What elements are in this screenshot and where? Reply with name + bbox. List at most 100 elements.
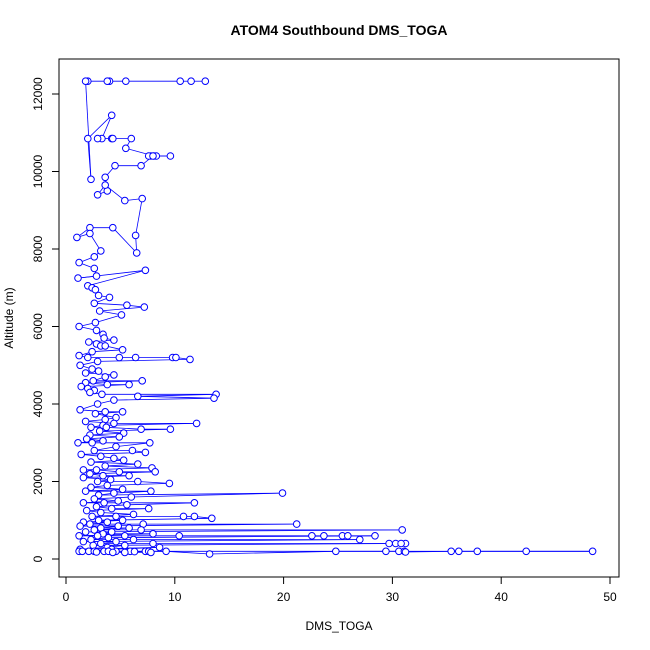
x-tick-label: 30: [386, 590, 400, 604]
data-point: [92, 272, 101, 280]
y-tick-label: 4000: [31, 390, 45, 417]
data-point: [134, 460, 142, 468]
data-point: [76, 522, 84, 530]
series-line-segment: [94, 302, 127, 306]
data-point: [401, 548, 410, 556]
series-line-segment: [94, 496, 132, 500]
data-point: [92, 502, 101, 511]
data-point: [162, 547, 170, 556]
data-point: [131, 353, 140, 362]
data-point: [106, 475, 115, 484]
data-point: [101, 342, 109, 350]
series-line-segment: [137, 393, 217, 397]
data-point: [127, 134, 136, 143]
series-line-segment: [96, 469, 120, 473]
data-point: [147, 548, 155, 557]
data-point: [118, 485, 127, 494]
data-point: [447, 547, 456, 556]
data-point: [88, 512, 96, 521]
data-point: [128, 446, 137, 455]
data-point: [81, 417, 90, 426]
data-point: [292, 520, 301, 528]
series-line-segment: [85, 421, 114, 424]
data-point: [123, 501, 131, 509]
data-point: [176, 77, 184, 85]
data-point: [91, 285, 100, 294]
series-line-segment: [88, 339, 114, 343]
data-point: [89, 377, 97, 385]
data-point: [278, 489, 287, 497]
data-point: [137, 161, 145, 170]
data-point: [114, 497, 122, 505]
data-point: [115, 353, 124, 362]
series-line-segment: [115, 442, 150, 447]
data-point: [121, 196, 129, 205]
data-point: [137, 425, 145, 434]
data-point: [75, 322, 83, 331]
data-point: [149, 539, 157, 548]
data-point: [385, 539, 393, 548]
series-line-segment: [106, 426, 142, 430]
data-point: [75, 532, 83, 540]
data-point: [138, 194, 146, 203]
data-point: [101, 408, 109, 416]
data-point: [84, 353, 92, 362]
data-point: [210, 394, 218, 403]
data-point: [76, 406, 84, 414]
data-point: [155, 543, 164, 552]
data-point: [588, 547, 597, 556]
series-line-segment: [166, 550, 210, 555]
data-point: [95, 427, 104, 435]
data-point: [97, 247, 105, 255]
data-point: [122, 144, 130, 153]
data-point: [110, 419, 118, 428]
data-point: [190, 499, 199, 507]
data-point: [186, 355, 194, 364]
data-point: [455, 547, 463, 556]
data-point: [97, 508, 105, 517]
data-point: [81, 369, 90, 377]
data-point: [105, 293, 114, 302]
data-point: [88, 439, 96, 447]
data-point: [75, 258, 83, 267]
data-point: [101, 181, 109, 189]
data-point: [78, 547, 87, 556]
data-point: [134, 392, 142, 401]
data-point: [201, 77, 210, 85]
data-point: [382, 547, 390, 556]
data-point: [103, 481, 112, 490]
data-point: [151, 468, 159, 476]
data-point: [79, 473, 88, 482]
data-point: [90, 526, 99, 534]
series-line-segment: [90, 461, 138, 465]
data-point: [110, 489, 118, 497]
data-point: [144, 504, 153, 513]
data-point: [122, 77, 130, 85]
data-point: [140, 303, 149, 311]
data-point: [101, 173, 109, 182]
data-point: [93, 191, 102, 199]
x-tick-label: 20: [277, 590, 291, 604]
data-point: [110, 336, 118, 344]
plot-frame: [58, 58, 620, 578]
x-tick-label: 0: [63, 590, 70, 604]
data-point: [100, 499, 108, 507]
data-point: [192, 419, 201, 428]
data-point: [102, 423, 111, 432]
data-point: [87, 423, 95, 432]
data-point: [205, 550, 214, 558]
series-line-segment: [99, 306, 145, 312]
data-point: [76, 361, 84, 370]
data-point: [110, 396, 118, 404]
data-point: [91, 318, 100, 327]
data-point: [81, 77, 90, 85]
data-point: [130, 547, 139, 556]
data-point: [84, 134, 92, 143]
data-point: [320, 532, 328, 540]
data-point: [119, 456, 128, 465]
data-point: [87, 175, 95, 184]
y-tick-label: 12000: [31, 77, 45, 111]
data-point: [125, 524, 133, 532]
data-point: [146, 439, 154, 447]
series-line-segment: [80, 409, 106, 413]
